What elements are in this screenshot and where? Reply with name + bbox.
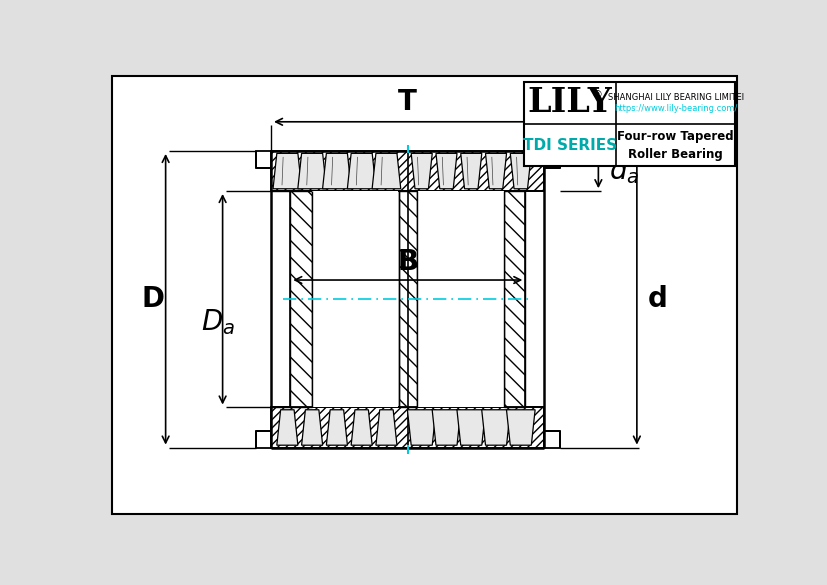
Text: B: B bbox=[397, 248, 418, 276]
Text: d: d bbox=[647, 285, 667, 314]
Polygon shape bbox=[481, 410, 509, 445]
Polygon shape bbox=[506, 410, 534, 445]
Text: https://www.lily-bearing.com/: https://www.lily-bearing.com/ bbox=[614, 104, 737, 113]
Text: D: D bbox=[141, 285, 165, 314]
Text: TDI SERIES: TDI SERIES bbox=[522, 138, 616, 153]
Text: T: T bbox=[398, 88, 417, 116]
Polygon shape bbox=[323, 153, 351, 189]
Polygon shape bbox=[509, 153, 531, 189]
Text: Four-row Tapered
Roller Bearing: Four-row Tapered Roller Bearing bbox=[617, 130, 734, 161]
Bar bbox=[312, 191, 397, 408]
Bar bbox=[290, 191, 312, 408]
Bar bbox=[503, 191, 524, 408]
Text: ®: ® bbox=[590, 90, 601, 100]
Polygon shape bbox=[301, 410, 323, 445]
Bar bbox=[523, 82, 734, 167]
Polygon shape bbox=[276, 410, 298, 445]
Polygon shape bbox=[347, 153, 375, 189]
Text: $d_a$: $d_a$ bbox=[609, 156, 638, 187]
Text: LILY: LILY bbox=[527, 87, 611, 119]
Polygon shape bbox=[351, 410, 372, 445]
Polygon shape bbox=[326, 410, 347, 445]
Bar bbox=[256, 151, 270, 168]
Bar bbox=[418, 191, 503, 408]
Bar bbox=[270, 151, 544, 191]
Polygon shape bbox=[436, 153, 457, 189]
Polygon shape bbox=[273, 153, 301, 189]
Polygon shape bbox=[375, 410, 396, 445]
Polygon shape bbox=[485, 153, 506, 189]
Bar bbox=[544, 431, 559, 448]
Bar bbox=[270, 408, 544, 448]
Polygon shape bbox=[460, 153, 481, 189]
Polygon shape bbox=[411, 153, 432, 189]
Polygon shape bbox=[371, 153, 400, 189]
Polygon shape bbox=[457, 410, 485, 445]
Bar bbox=[398, 191, 417, 408]
Polygon shape bbox=[432, 410, 461, 445]
Text: $D_a$: $D_a$ bbox=[201, 308, 235, 338]
Text: SHANGHAI LILY BEARING LIMITEI: SHANGHAI LILY BEARING LIMITEI bbox=[607, 93, 743, 102]
Polygon shape bbox=[298, 153, 326, 189]
Bar bbox=[544, 151, 559, 168]
Bar bbox=[256, 431, 270, 448]
Bar bbox=[270, 191, 544, 408]
Polygon shape bbox=[407, 410, 436, 445]
